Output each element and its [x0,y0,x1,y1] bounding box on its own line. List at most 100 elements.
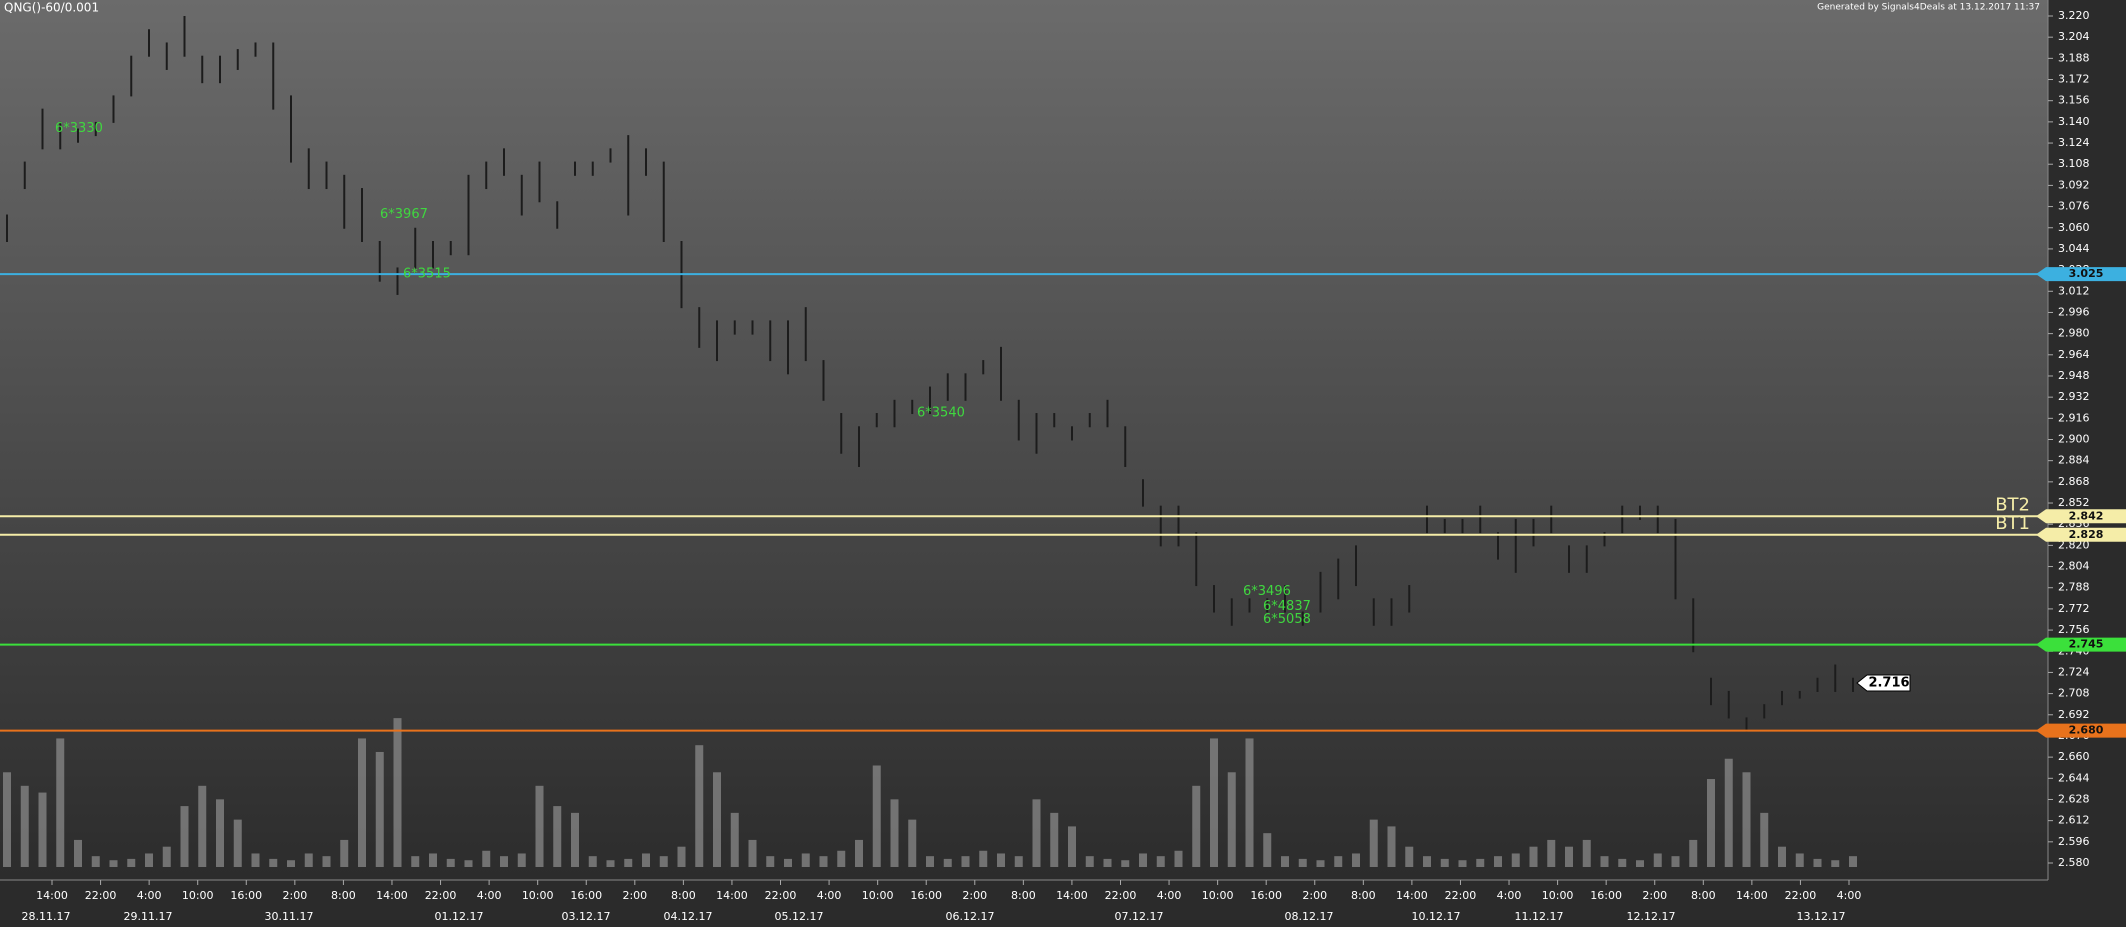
volume-bar [1795,853,1804,867]
volume-bar [748,839,757,867]
volume-bar [1600,856,1609,867]
y-tick-label: 3.012 [2058,284,2090,297]
date-label: 07.12.17 [1115,910,1164,923]
y-tick-label: 2.772 [2058,602,2090,615]
level-label: 2.842 [2069,509,2104,522]
volume-bar [1653,853,1662,867]
x-tick-label: 16:00 [570,889,602,902]
y-tick-label: 2.900 [2058,433,2090,446]
volume-bar [571,812,579,867]
level-label: 2.828 [2069,528,2104,541]
x-tick-label: 14:00 [36,889,68,902]
volume-bar [943,858,952,867]
volume-bar [1085,856,1094,867]
volume-bar [411,856,420,867]
x-tick-label: 22:00 [1785,889,1817,902]
date-label: 29.11.17 [124,910,173,923]
volume-bar [1494,856,1502,867]
x-tick-label: 22:00 [425,889,457,902]
volume-bar [304,853,313,867]
volume-bar [74,839,82,867]
volume-bar [1760,812,1769,867]
volume-bar [1671,856,1680,867]
volume-bar [1778,846,1786,867]
volume-bar [1352,853,1360,867]
volume-bar [233,819,242,867]
volume-bar [91,856,100,867]
x-tick-label: 22:00 [85,889,117,902]
level-tag [2036,267,2126,282]
volume-bar [1298,858,1307,867]
volume-bar [375,751,384,867]
date-label: 03.12.17 [562,910,611,923]
level-name: BT2 [1995,494,2030,515]
volume-bar [1210,738,1218,867]
x-tick-label: 4:00 [1837,889,1862,902]
x-tick-label: 4:00 [477,889,502,902]
date-label: 08.12.17 [1285,910,1334,923]
y-tick-label: 2.692 [2058,708,2090,721]
date-label: 05.12.17 [775,910,824,923]
x-tick-label: 10:00 [182,889,214,902]
volume-bar [624,858,633,867]
volume-bar [837,850,846,867]
annotation: 6*3967 [380,207,428,222]
x-tick-label: 2:00 [962,889,987,902]
x-tick-label: 8:00 [331,889,356,902]
y-tick-label: 2.884 [2058,454,2090,467]
y-tick-label: 3.108 [2058,157,2090,170]
volume-bar [38,792,47,867]
volume-bar [1849,856,1857,867]
volume-bar [1511,853,1520,867]
y-tick-label: 3.076 [2058,200,2090,213]
y-tick-label: 2.580 [2058,856,2090,869]
axis-background [0,880,2048,927]
volume-bar [1618,858,1627,867]
y-tick-label: 2.724 [2058,665,2090,678]
x-tick-label: 10:00 [1542,889,1574,902]
volume-bar [358,738,366,867]
y-tick-label: 3.060 [2058,221,2090,234]
volume-bar [1014,856,1023,867]
volume-bar [890,799,899,867]
volume-bar [1032,799,1041,867]
y-tick-label: 2.916 [2058,411,2090,424]
volume-bar [1742,772,1751,867]
y-tick-label: 2.644 [2058,771,2090,784]
volume-bar [162,846,171,867]
volume-bar [1405,846,1414,867]
volume-bar [1458,860,1467,867]
volume-bar [1423,856,1431,867]
volume-bar [553,806,562,867]
volume-bar [198,785,207,867]
volume-bar [446,858,455,867]
plot-background [0,0,2048,880]
volume-bar [1227,772,1236,867]
level-tag [2036,637,2126,652]
x-tick-label: 4:00 [137,889,162,902]
volume-bar [429,853,437,867]
volume-bar [1050,812,1059,867]
y-tick-label: 3.044 [2058,242,2090,255]
volume-bar [1174,850,1183,867]
x-tick-label: 4:00 [817,889,842,902]
volume-bar [269,858,278,867]
volume-bar [1316,860,1325,867]
x-tick-label: 16:00 [1590,889,1622,902]
x-tick-label: 14:00 [376,889,408,902]
y-tick-label: 3.204 [2058,30,2090,43]
volume-bar [1582,839,1591,867]
volume-bar [500,856,508,867]
volume-bar [1245,738,1254,867]
volume-bar [713,772,721,867]
volume-bar [287,860,295,867]
y-tick-label: 2.868 [2058,475,2090,488]
level-tag [2036,527,2126,542]
volume-bar [1121,860,1130,867]
level-label: 2.680 [2069,724,2104,737]
volume-bar [127,858,136,867]
x-tick-label: 8:00 [1351,889,1376,902]
date-label: 06.12.17 [946,910,995,923]
volume-bar [535,785,544,867]
volume-bar [56,738,65,867]
